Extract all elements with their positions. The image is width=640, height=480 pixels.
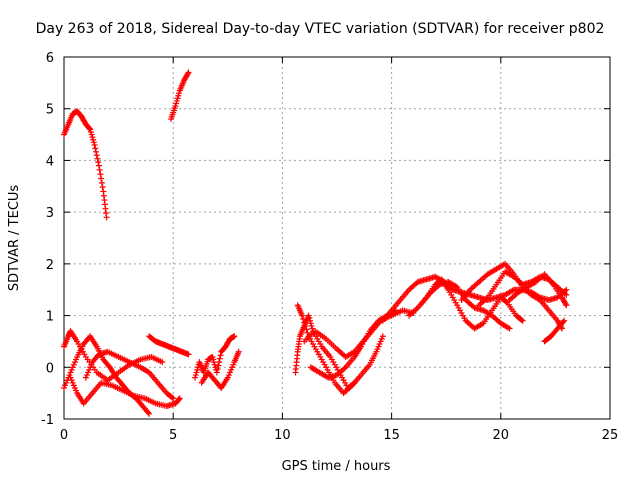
data-point xyxy=(170,395,177,402)
data-point xyxy=(506,325,513,332)
data-point xyxy=(98,179,105,186)
series-arc-j xyxy=(292,312,358,391)
y-tick-label: 0 xyxy=(46,361,54,376)
data-point xyxy=(97,171,104,178)
x-tick-label: 15 xyxy=(383,428,400,443)
data-point xyxy=(560,319,567,326)
series-arc-i xyxy=(198,348,242,391)
data-point xyxy=(300,316,307,323)
data-point xyxy=(103,214,110,221)
data-point xyxy=(176,396,183,403)
data-point xyxy=(299,312,306,319)
data-point xyxy=(216,355,223,362)
data-point xyxy=(94,155,101,162)
data-point xyxy=(519,317,526,324)
y-axis-ticks: -1 0 1 2 3 4 5 6 xyxy=(41,51,610,428)
series-arc-o xyxy=(406,276,526,332)
data-point xyxy=(503,298,510,305)
series-arc-p xyxy=(419,278,513,332)
data-point xyxy=(145,409,152,416)
data-point xyxy=(303,326,310,333)
data-point xyxy=(92,145,99,152)
plot-frame xyxy=(63,56,611,420)
series-arc-c xyxy=(61,333,153,417)
y-tick-label: 3 xyxy=(46,206,54,221)
y-axis-label: SDTVAR / TECUs xyxy=(7,185,22,292)
data-point xyxy=(562,300,569,307)
data-point xyxy=(95,162,102,169)
data-point xyxy=(215,362,222,369)
data-point xyxy=(301,319,308,326)
series-arc-b xyxy=(168,69,192,123)
data-point xyxy=(302,322,309,329)
data-point xyxy=(213,369,220,376)
series-arc-g xyxy=(146,333,192,358)
data-point xyxy=(146,410,153,417)
data-point xyxy=(93,152,100,159)
y-tick-label: 2 xyxy=(46,258,54,273)
data-point xyxy=(93,148,100,155)
series-arc-s xyxy=(506,271,570,309)
y-tick-label: 1 xyxy=(46,310,54,325)
series-arc-e xyxy=(67,374,183,410)
data-point xyxy=(99,184,106,191)
series-arc-k xyxy=(294,302,386,397)
x-tick-label: 20 xyxy=(493,428,510,443)
series-arc-t xyxy=(541,317,568,345)
y-tick-label: 4 xyxy=(46,154,54,169)
x-axis-label: GPS time / hours xyxy=(282,459,391,474)
data-point xyxy=(304,329,311,336)
data-point xyxy=(379,333,386,340)
x-tick-label: 5 xyxy=(169,428,177,443)
data-point xyxy=(235,348,242,355)
data-points xyxy=(61,69,570,417)
data-point xyxy=(217,352,224,359)
data-point xyxy=(214,366,221,373)
x-tick-label: 0 xyxy=(60,428,68,443)
data-point xyxy=(105,362,112,369)
data-point xyxy=(96,166,103,173)
series-arc-h xyxy=(192,333,238,381)
data-point xyxy=(231,333,238,340)
data-point xyxy=(563,302,570,309)
data-point xyxy=(518,316,525,323)
series-arc-a xyxy=(61,108,110,221)
x-axis-ticks: 0 5 10 15 20 25 xyxy=(60,57,618,443)
data-point xyxy=(86,125,93,132)
data-point xyxy=(95,159,102,166)
data-point xyxy=(159,359,166,366)
data-point xyxy=(184,70,191,77)
data-point xyxy=(176,395,183,402)
x-tick-label: 10 xyxy=(274,428,291,443)
y-tick-label: 6 xyxy=(46,51,54,66)
data-point xyxy=(561,317,568,324)
y-tick-label: -1 xyxy=(41,413,54,428)
x-tick-label: 25 xyxy=(602,428,619,443)
chart-title: Day 263 of 2018, Sidereal Day-to-day VTE… xyxy=(36,21,605,37)
series-arc-f xyxy=(82,348,177,402)
data-point xyxy=(185,69,192,76)
data-point xyxy=(98,175,105,182)
data-point xyxy=(91,141,98,148)
y-tick-label: 5 xyxy=(46,103,54,118)
data-point xyxy=(563,291,570,298)
data-point xyxy=(216,359,223,366)
data-point xyxy=(185,351,192,358)
data-point xyxy=(169,394,176,401)
